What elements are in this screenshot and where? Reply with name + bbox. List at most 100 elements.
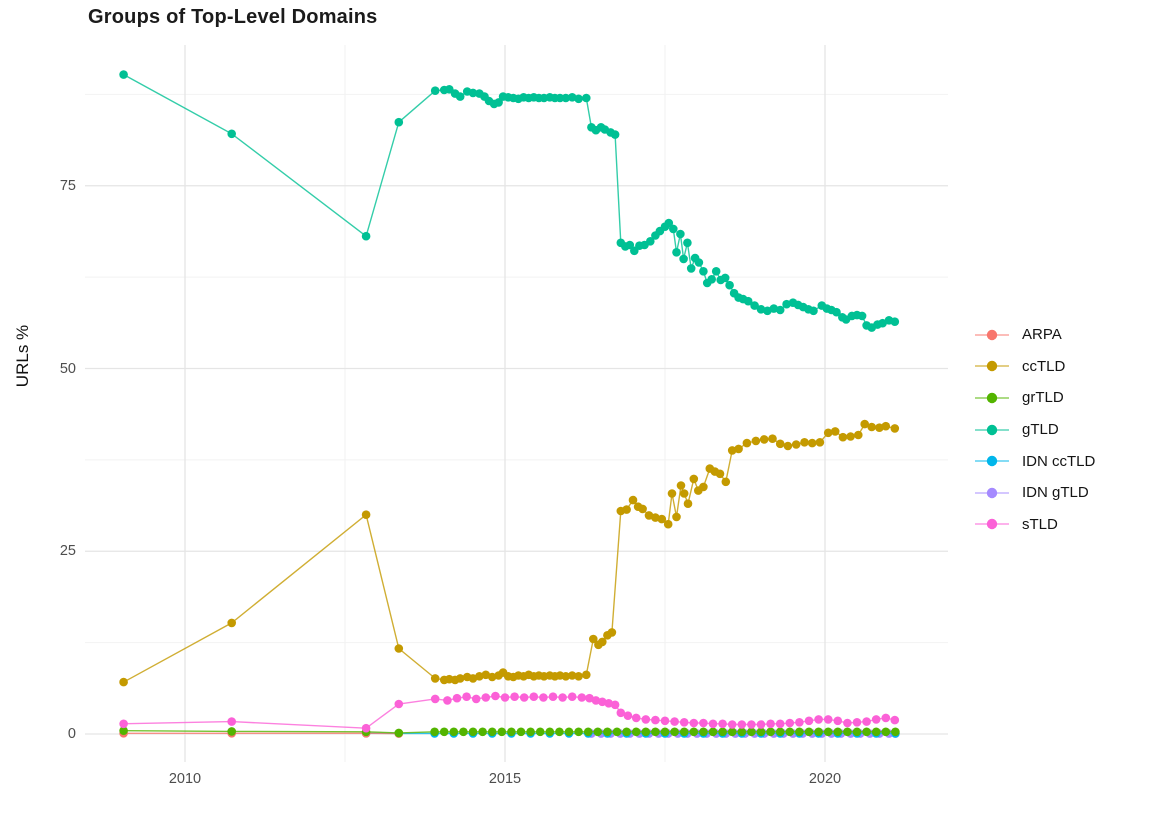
data-point-grtld bbox=[718, 727, 727, 737]
data-point-gtld bbox=[664, 218, 674, 228]
data-point-grtld bbox=[487, 727, 497, 737]
legend-key-icon bbox=[975, 455, 1009, 467]
series-stld bbox=[119, 691, 900, 733]
data-point-grtld bbox=[641, 727, 651, 737]
data-point-cctld bbox=[742, 438, 752, 448]
data-point-grtld bbox=[766, 727, 775, 737]
data-point-gtld bbox=[694, 258, 704, 267]
legend-label: sTLD bbox=[1022, 515, 1058, 533]
data-point-grtld bbox=[545, 727, 555, 737]
data-point-grtld bbox=[795, 727, 804, 737]
data-point-cctld bbox=[823, 428, 833, 438]
data-point-gtld bbox=[725, 280, 734, 290]
data-point-gtld bbox=[669, 224, 678, 234]
legend-item-arpa: ARPA bbox=[973, 319, 1095, 351]
data-point-stld bbox=[871, 715, 881, 724]
data-point-gtld bbox=[227, 129, 236, 139]
data-point-stld bbox=[881, 713, 891, 723]
data-point-grtld bbox=[823, 727, 833, 737]
data-point-gtld bbox=[646, 237, 655, 246]
data-point-cctld bbox=[607, 628, 617, 637]
data-point-stld bbox=[567, 692, 577, 701]
data-point-grtld bbox=[583, 727, 593, 737]
series-grtld bbox=[119, 726, 900, 738]
legend-key-icon bbox=[975, 392, 1009, 404]
legend: ARPA ccTLD grTLD gTLD IDN ccTLD IDN gTLD sTLD bbox=[973, 319, 1095, 540]
data-point-stld bbox=[890, 715, 900, 725]
data-point-gtld bbox=[686, 264, 696, 273]
data-point-cctld bbox=[622, 505, 631, 514]
data-point-cctld bbox=[759, 435, 769, 444]
data-point-gtld bbox=[711, 267, 721, 276]
data-point-stld bbox=[443, 696, 452, 705]
data-point-stld bbox=[660, 716, 670, 726]
data-point-gtld bbox=[672, 248, 681, 257]
data-point-cctld bbox=[574, 672, 583, 681]
data-point-cctld bbox=[672, 512, 681, 522]
data-point-stld bbox=[785, 718, 795, 728]
data-point-grtld bbox=[785, 727, 795, 737]
data-point-grtld bbox=[603, 727, 612, 737]
data-point-stld bbox=[539, 693, 548, 702]
data-point-stld bbox=[699, 718, 708, 728]
x-tick-label-2010: 2010 bbox=[168, 771, 202, 787]
data-point-grtld bbox=[227, 727, 236, 736]
data-point-gtld bbox=[699, 267, 708, 276]
y-tick-label-50: 50 bbox=[59, 360, 76, 377]
data-point-grtld bbox=[833, 727, 843, 737]
data-point-gtld bbox=[561, 93, 571, 103]
data-point-stld bbox=[430, 694, 440, 704]
y-tick-label-0: 0 bbox=[67, 726, 76, 742]
data-point-stld bbox=[481, 693, 491, 702]
data-point-grtld bbox=[622, 727, 631, 737]
data-point-grtld bbox=[756, 727, 766, 737]
data-point-stld bbox=[804, 716, 814, 726]
y-tick-label-25: 25 bbox=[59, 543, 76, 560]
data-point-stld bbox=[491, 691, 500, 701]
data-point-stld bbox=[708, 719, 718, 729]
data-point-cctld bbox=[638, 504, 647, 514]
legend-key-icon bbox=[975, 519, 1009, 530]
data-point-grtld bbox=[468, 727, 478, 737]
data-point-cctld bbox=[628, 495, 638, 505]
data-point-stld bbox=[462, 692, 471, 701]
data-point-gtld bbox=[857, 311, 867, 321]
legend-item-gtld: gTLD bbox=[973, 414, 1095, 446]
data-point-grtld bbox=[516, 727, 526, 737]
data-point-stld bbox=[519, 693, 529, 702]
data-point-cctld bbox=[830, 427, 840, 436]
data-point-stld bbox=[766, 719, 775, 729]
data-point-cctld bbox=[715, 469, 725, 479]
data-point-gtld bbox=[743, 296, 753, 306]
data-point-stld bbox=[795, 718, 804, 727]
legend-label: IDN ccTLD bbox=[1022, 452, 1096, 470]
data-point-cctld bbox=[867, 422, 876, 432]
data-point-cctld bbox=[679, 489, 689, 498]
data-point-grtld bbox=[497, 727, 507, 737]
data-point-grtld bbox=[555, 727, 564, 737]
data-point-grtld bbox=[526, 727, 535, 737]
data-point-cctld bbox=[768, 434, 777, 444]
data-point-stld bbox=[616, 708, 626, 718]
data-point-cctld bbox=[430, 674, 440, 683]
data-point-stld bbox=[737, 720, 747, 729]
data-point-gtld bbox=[720, 273, 730, 283]
data-point-cctld bbox=[783, 441, 793, 451]
data-point-gtld bbox=[775, 305, 785, 315]
data-point-cctld bbox=[721, 477, 731, 487]
data-point-grtld bbox=[689, 727, 699, 737]
data-point-gtld bbox=[582, 93, 591, 103]
data-point-stld bbox=[775, 719, 785, 729]
data-point-stld bbox=[623, 711, 633, 720]
data-point-grtld bbox=[564, 727, 574, 737]
data-point-stld bbox=[727, 720, 737, 729]
data-point-stld bbox=[361, 723, 371, 733]
data-point-grtld bbox=[871, 727, 881, 737]
data-point-cctld bbox=[838, 432, 848, 442]
data-point-cctld bbox=[775, 439, 785, 449]
data-point-gtld bbox=[890, 317, 900, 327]
data-point-gtld bbox=[468, 88, 478, 98]
data-point-gtld bbox=[494, 98, 503, 107]
data-point-stld bbox=[500, 693, 510, 702]
